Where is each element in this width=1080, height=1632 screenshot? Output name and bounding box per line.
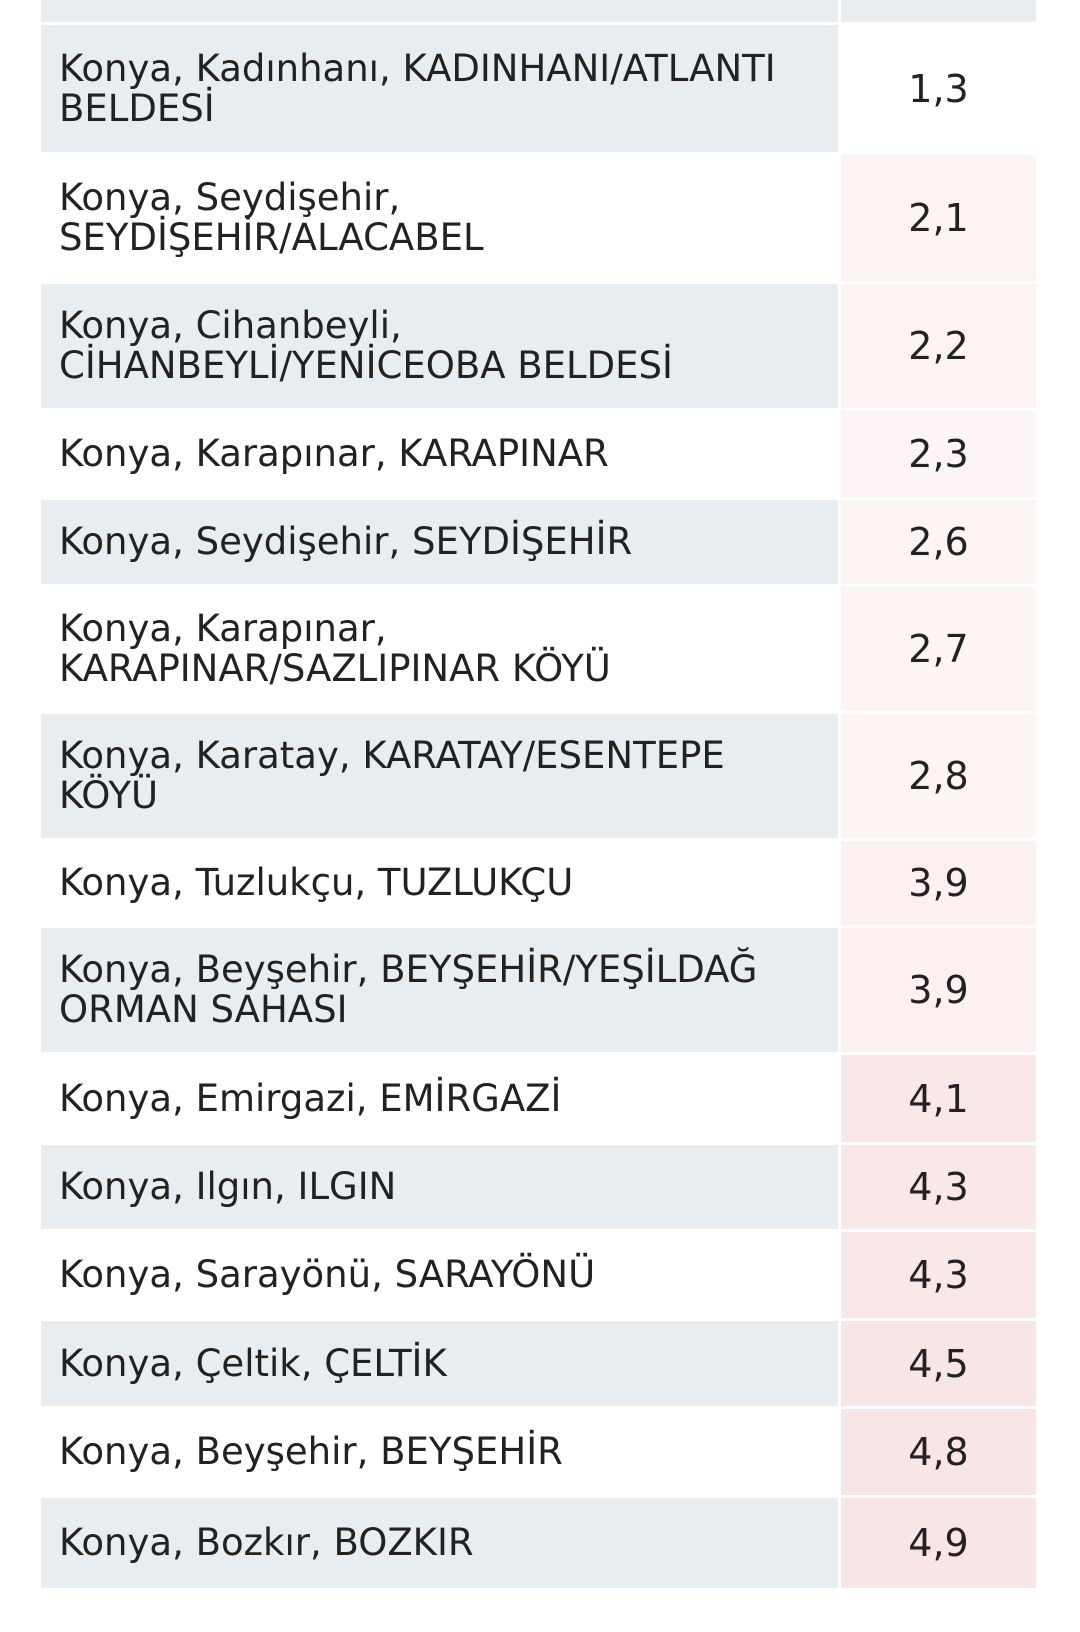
location-cell: Konya, Kadınhanı, KADINHANI/ATLANTI BELD…	[41, 25, 838, 152]
table-row: Konya, Seydişehir, SEYDİŞEHİR 2,6	[41, 500, 1036, 584]
value-cell: 4,1	[841, 1055, 1036, 1142]
location-cell: Konya, Tuzlukçu, TUZLUKÇU	[41, 841, 838, 925]
location-cell: Konya, Cihanbeyli, CİHANBEYLİ/YENİCEOBA …	[41, 284, 838, 408]
table-row: Konya, Beyşehir, BEYŞEHİR/YEŞİLDAĞ ORMAN…	[41, 928, 1036, 1052]
value-cell: 4,8	[841, 1409, 1036, 1495]
table-row: Konya, Karapınar, KARAPINAR/SAZLIPINAR K…	[41, 587, 1036, 711]
value-cell	[841, 0, 1036, 22]
location-cell: Konya, Karapınar, KARAPINAR/SAZLIPINAR K…	[41, 587, 838, 711]
value-cell: 4,5	[841, 1321, 1036, 1406]
table-row: Konya, Tuzlukçu, TUZLUKÇU 3,9	[41, 841, 1036, 925]
value-cell: 3,9	[841, 928, 1036, 1052]
location-cell: Konya, Ilgın, ILGIN	[41, 1145, 838, 1229]
value-cell: 1,3	[841, 25, 1036, 152]
location-cell: Konya, Beyşehir, BEYŞEHİR	[41, 1409, 838, 1495]
value-cell: 2,3	[841, 411, 1036, 497]
value-cell: 2,6	[841, 500, 1036, 584]
location-cell: Konya, Emirgazi, EMİRGAZİ	[41, 1055, 838, 1142]
table-row: Konya, Emirgazi, EMİRGAZİ 4,1	[41, 1055, 1036, 1142]
value-cell: 3,9	[841, 841, 1036, 925]
location-cell: Konya, Seydişehir, SEYDİŞEHİR	[41, 500, 838, 584]
value-cell: 2,1	[841, 155, 1036, 281]
value-cell: 2,8	[841, 714, 1036, 838]
table-row: Konya, Kadınhanı, KADINHANI/ATLANTI BELD…	[41, 25, 1036, 152]
table-row: Konya, Seydişehir, SEYDİŞEHİR/ALACABEL 2…	[41, 155, 1036, 281]
location-cell: Konya, Karatay, KARATAY/ESENTEPE KÖYÜ	[41, 714, 838, 838]
table-row: Konya, Karapınar, KARAPINAR 2,3	[41, 411, 1036, 497]
location-cell: Konya, Beyşehir, BEYŞEHİR/YEŞİLDAĞ ORMAN…	[41, 928, 838, 1052]
table-row: Konya, Cihanbeyli, CİHANBEYLİ/YENİCEOBA …	[41, 284, 1036, 408]
table-row: Konya, Çeltik, ÇELTİK 4,5	[41, 1321, 1036, 1406]
value-cell: 4,9	[841, 1498, 1036, 1588]
location-cell	[41, 0, 838, 22]
location-cell: Konya, Bozkır, BOZKIR	[41, 1498, 838, 1588]
table-row: Konya, Beyşehir, BEYŞEHİR 4,8	[41, 1409, 1036, 1495]
value-cell: 4,3	[841, 1232, 1036, 1318]
location-cell: Konya, Seydişehir, SEYDİŞEHİR/ALACABEL	[41, 155, 838, 281]
table-row	[41, 0, 1036, 22]
table-row: Konya, Bozkır, BOZKIR 4,9	[41, 1498, 1036, 1588]
location-cell: Konya, Karapınar, KARAPINAR	[41, 411, 838, 497]
location-cell: Konya, Çeltik, ÇELTİK	[41, 1321, 838, 1406]
value-cell: 4,3	[841, 1145, 1036, 1229]
value-cell: 2,2	[841, 284, 1036, 408]
value-cell: 2,7	[841, 587, 1036, 711]
data-table: Konya, Kadınhanı, KADINHANI/ATLANTI BELD…	[41, 0, 1036, 1588]
table-row: Konya, Ilgın, ILGIN 4,3	[41, 1145, 1036, 1229]
table-row: Konya, Sarayönü, SARAYÖNÜ 4,3	[41, 1232, 1036, 1318]
table-row: Konya, Karatay, KARATAY/ESENTEPE KÖYÜ 2,…	[41, 714, 1036, 838]
location-cell: Konya, Sarayönü, SARAYÖNÜ	[41, 1232, 838, 1318]
